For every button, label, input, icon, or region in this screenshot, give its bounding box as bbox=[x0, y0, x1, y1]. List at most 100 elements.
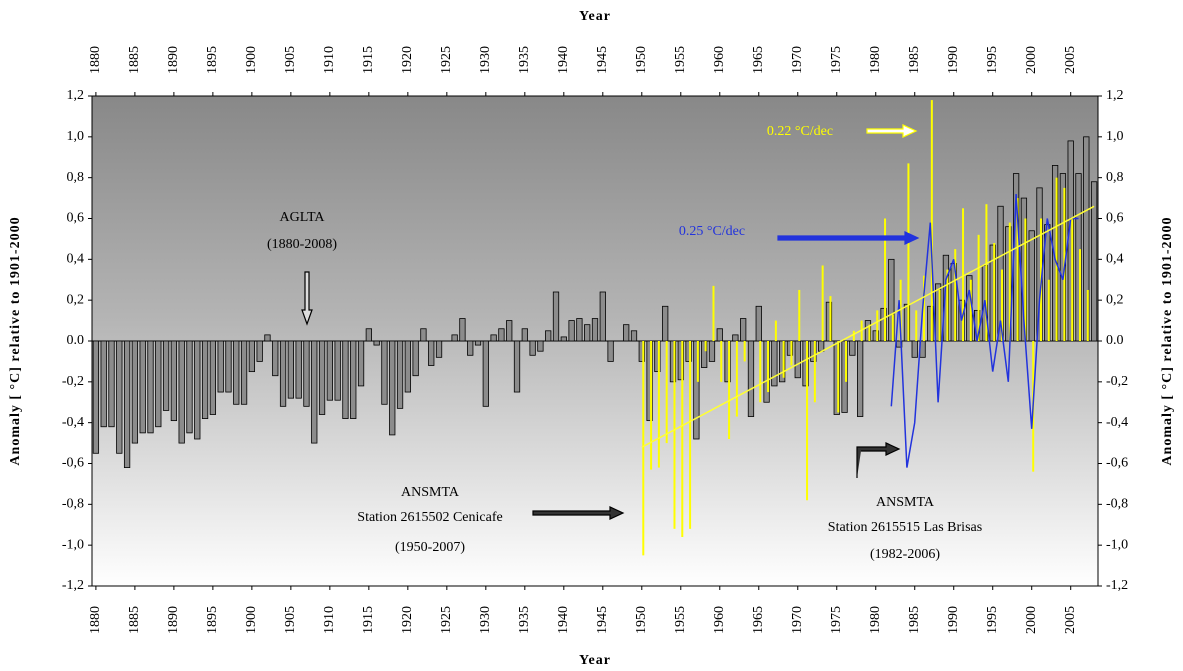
bar bbox=[248, 340, 255, 373]
x-tick-label: 1890 bbox=[166, 606, 181, 634]
bar bbox=[876, 310, 879, 341]
bar bbox=[662, 305, 669, 342]
bar bbox=[459, 318, 466, 342]
bar bbox=[790, 341, 793, 366]
x-tick-label: 1895 bbox=[205, 606, 220, 634]
bar bbox=[623, 324, 630, 342]
bar bbox=[209, 340, 217, 415]
x2-tick-label: 1890 bbox=[166, 46, 181, 74]
bar bbox=[116, 340, 123, 454]
x2-tick-label: 1935 bbox=[517, 46, 532, 74]
y2-tick-label: 0,4 bbox=[1106, 252, 1124, 267]
bar bbox=[155, 340, 162, 428]
y2-tick-label: -0,4 bbox=[1106, 415, 1128, 430]
bar bbox=[295, 340, 302, 399]
bar bbox=[186, 340, 193, 434]
bar bbox=[638, 340, 645, 362]
bar bbox=[194, 340, 201, 440]
bar bbox=[989, 244, 996, 342]
bar bbox=[794, 340, 801, 379]
y-tick-label: -0,8 bbox=[62, 497, 84, 512]
bar bbox=[767, 341, 770, 393]
bar bbox=[693, 340, 700, 440]
bar bbox=[240, 340, 248, 405]
x2-tick-label: 1915 bbox=[361, 46, 376, 74]
y-tick-label: 0,6 bbox=[67, 211, 85, 226]
x-tick-label: 1980 bbox=[868, 606, 883, 634]
bar bbox=[474, 340, 482, 346]
bar bbox=[911, 340, 918, 358]
bar bbox=[1005, 226, 1012, 342]
x2-tick-label: 1920 bbox=[400, 46, 415, 74]
x2-tick-label: 1965 bbox=[751, 46, 766, 74]
bar bbox=[763, 340, 770, 403]
x-tick-label: 1885 bbox=[127, 606, 142, 634]
bar bbox=[1079, 249, 1082, 341]
bar bbox=[708, 340, 716, 362]
bar bbox=[903, 303, 911, 342]
annotation: Station 2615502 Cenicafe bbox=[357, 510, 502, 525]
x2-tick-label: 2000 bbox=[1024, 46, 1039, 74]
bar bbox=[837, 341, 840, 413]
x2-tick-label: 1980 bbox=[868, 46, 883, 74]
x2-tick-label: 1955 bbox=[673, 46, 688, 74]
annotation: ANSMTA bbox=[401, 485, 460, 500]
bar bbox=[818, 340, 825, 352]
y2-tick-label: 1,2 bbox=[1106, 88, 1124, 103]
bar bbox=[1090, 181, 1098, 342]
bar bbox=[576, 318, 583, 342]
y-tick-label: 1,0 bbox=[67, 129, 85, 144]
bar bbox=[935, 283, 942, 342]
bar bbox=[969, 279, 972, 341]
bar bbox=[1028, 230, 1035, 342]
x-tick-label: 1920 bbox=[400, 606, 415, 634]
x2-tick-label: 1880 bbox=[88, 46, 103, 74]
bar bbox=[560, 336, 567, 342]
bar bbox=[350, 340, 357, 419]
bar bbox=[930, 100, 933, 341]
y-tick-label: 0,8 bbox=[67, 170, 85, 185]
y2-tick-label: 0,8 bbox=[1106, 170, 1124, 185]
bar bbox=[821, 265, 824, 341]
x-tick-label: 1880 bbox=[88, 606, 103, 634]
annotation: ANSMTA bbox=[876, 495, 935, 510]
bar bbox=[927, 305, 934, 342]
bar bbox=[946, 269, 949, 341]
bar bbox=[552, 291, 560, 342]
x-tick-label: 1950 bbox=[634, 606, 649, 634]
annotation: 0.22 °C/dec bbox=[767, 124, 833, 139]
bar bbox=[1001, 269, 1004, 341]
bar bbox=[646, 340, 653, 422]
bar bbox=[677, 340, 684, 381]
x-tick-label: 1935 bbox=[517, 606, 532, 634]
bar bbox=[100, 340, 107, 428]
bar bbox=[490, 334, 497, 342]
bar bbox=[997, 205, 1004, 342]
bar bbox=[712, 285, 715, 341]
bar bbox=[802, 340, 809, 387]
bar bbox=[1083, 136, 1090, 342]
x2-tick-label: 1905 bbox=[283, 46, 298, 74]
x-tick-label: 1930 bbox=[478, 606, 493, 634]
bar bbox=[798, 289, 801, 341]
y-tick-label: 0,2 bbox=[67, 292, 85, 307]
bar bbox=[852, 330, 855, 341]
bar bbox=[774, 320, 777, 341]
annotation: (1950-2007) bbox=[395, 540, 465, 555]
bar bbox=[829, 296, 832, 341]
x-tick-label: 1955 bbox=[673, 606, 688, 634]
bar bbox=[704, 341, 707, 352]
bar bbox=[740, 318, 747, 342]
bar bbox=[915, 310, 918, 341]
bar bbox=[225, 340, 232, 393]
y-axis-title: Anomaly [ °C] relative to 1901-2000 bbox=[8, 216, 23, 465]
x2-tick-label: 1985 bbox=[907, 46, 922, 74]
y2-tick-label: 1,0 bbox=[1106, 129, 1124, 144]
y-tick-label: -0,4 bbox=[62, 415, 84, 430]
bar bbox=[584, 324, 591, 342]
bar bbox=[849, 340, 856, 356]
y-tick-label: -0,2 bbox=[62, 374, 84, 389]
bar bbox=[630, 330, 638, 342]
bar bbox=[669, 340, 677, 383]
x2-tick-label: 1885 bbox=[127, 46, 142, 74]
